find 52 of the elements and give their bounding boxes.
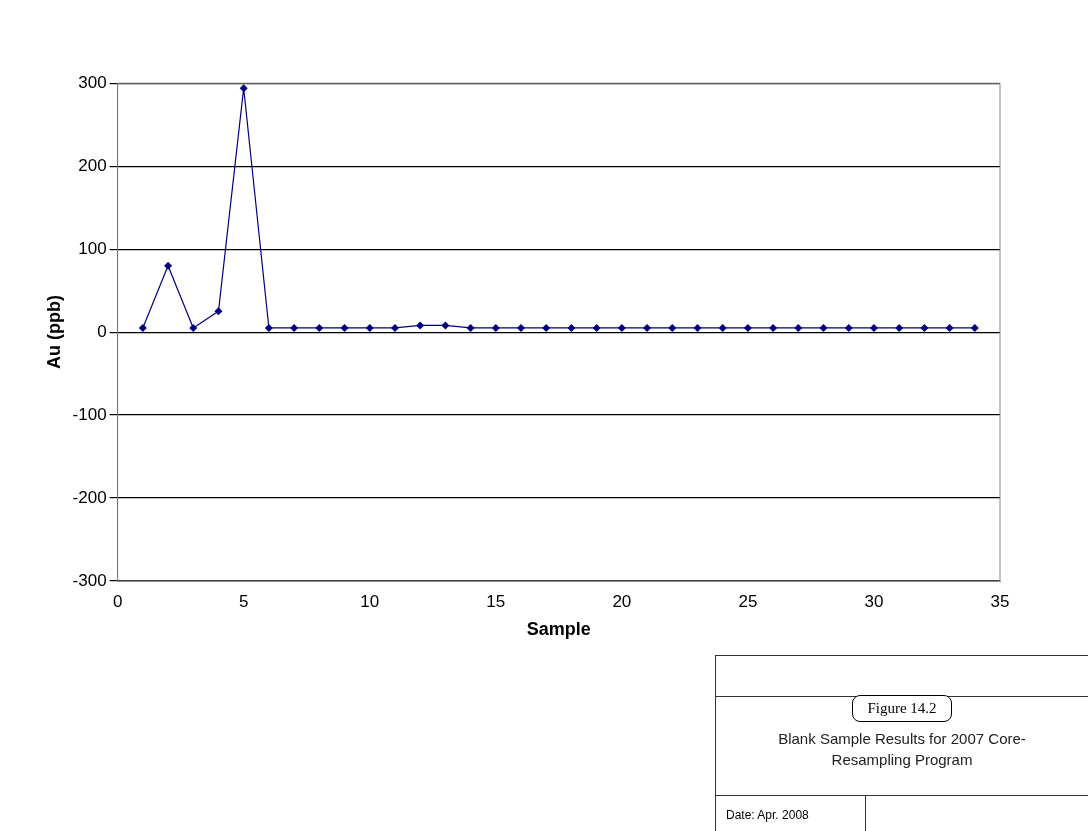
point: [668, 323, 677, 332]
point: [491, 323, 500, 332]
x-tick-label: 25: [738, 591, 758, 611]
point: [340, 323, 349, 332]
point: [617, 323, 626, 332]
x-tick-label: 10: [360, 591, 380, 611]
point: [290, 323, 299, 332]
point: [794, 323, 803, 332]
point: [264, 323, 273, 332]
y-tick-label: 300: [78, 72, 107, 92]
point: [970, 323, 979, 332]
point: [138, 323, 147, 332]
point: [189, 323, 198, 332]
caption: Figure 14.2: [852, 695, 952, 722]
point: [466, 323, 475, 332]
point: [920, 323, 929, 332]
point: [214, 307, 223, 316]
x-tick-label: 0: [112, 591, 123, 611]
x-tick-label: 15: [486, 591, 506, 611]
y-tick-label: -200: [72, 487, 107, 507]
point: [592, 323, 601, 332]
point: [819, 323, 828, 332]
x-tick-label: 35: [990, 591, 1010, 611]
point: [416, 321, 425, 330]
point: [542, 323, 551, 332]
x-axis-title: Sample: [526, 619, 591, 640]
point: [693, 323, 702, 332]
text: Date: Apr. 2008: [716, 796, 866, 831]
point: [743, 323, 752, 332]
point: [769, 323, 778, 332]
point: [844, 323, 853, 332]
y-axis-title: Au (ppb): [43, 295, 64, 370]
y-tick-label: 0: [97, 321, 107, 341]
y-tick-label: 100: [78, 238, 107, 258]
point: [365, 323, 374, 332]
x-tick-label: 5: [238, 591, 249, 611]
y-tick-label: -100: [72, 404, 107, 424]
point: [315, 323, 324, 332]
point: [164, 261, 173, 270]
point: [239, 84, 248, 93]
x-tick-label: 20: [612, 591, 632, 611]
y-tick-label: 200: [78, 155, 107, 175]
point: [718, 323, 727, 332]
text: Blank Sample Results for 2007 Core-Resampling Program: [777, 729, 1027, 770]
point: [945, 323, 954, 332]
point: [643, 323, 652, 332]
y-tick-label: -300: [72, 570, 107, 590]
point: [895, 323, 904, 332]
point: [567, 323, 576, 332]
point: [517, 323, 525, 332]
x-tick-label: 30: [864, 591, 884, 611]
point: [441, 321, 450, 330]
